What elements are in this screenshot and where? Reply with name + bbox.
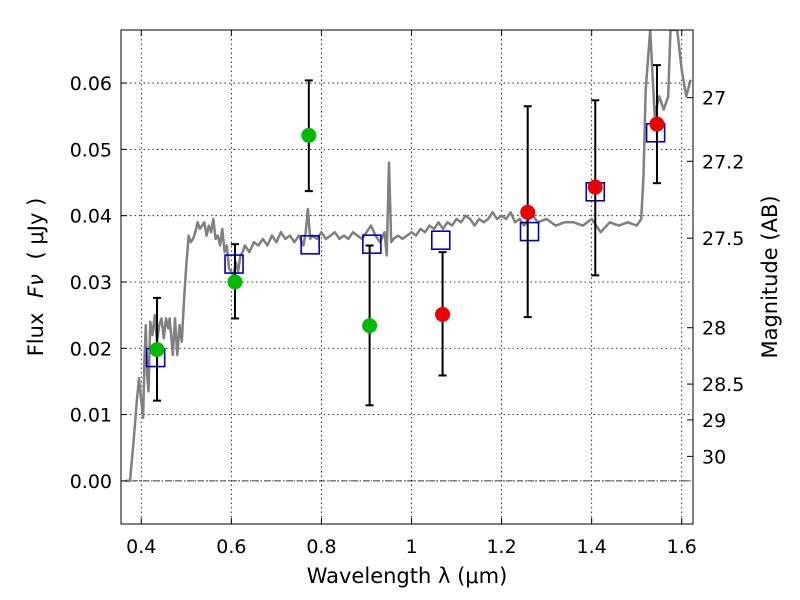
observed-point	[520, 204, 536, 220]
y-axis-label-text: Flux	[24, 313, 48, 357]
y-axis-label-unit: ( μJy )	[24, 198, 48, 260]
plot-frame	[120, 29, 694, 525]
x-tick-label: 1.2	[486, 536, 516, 558]
y-tick-label: 0.01	[70, 405, 112, 427]
y-axis-ticks: 0.00 0.01 0.02 0.03 0.04 0.05 0.06	[70, 73, 127, 493]
y2-axis-label: Magnitude (AB)	[758, 195, 782, 358]
model-photometry-square	[362, 234, 382, 254]
x-tick-label: 0.8	[306, 536, 336, 558]
observed-point	[149, 342, 165, 358]
model-photometry-square	[519, 221, 540, 242]
y-axis-label-symbol: Fν	[24, 274, 48, 298]
observed-point	[587, 179, 603, 195]
x-tick-label: 0.6	[216, 536, 246, 558]
observed-point	[435, 306, 451, 322]
x-axis-ticks: 0.4 0.6 0.8 1 1.2 1.4 1.6	[126, 30, 697, 558]
model-photometry-square	[300, 235, 320, 255]
y2-tick-label: 29	[702, 410, 726, 432]
y2-tick-label: 27	[702, 88, 726, 110]
y-tick-label: 0.06	[70, 73, 112, 95]
model-photometry-square	[430, 230, 451, 250]
x-tick-label: 1	[405, 536, 417, 558]
observed-point	[649, 116, 665, 132]
observed-points	[149, 116, 665, 358]
y2-tick-label: 27.2	[702, 151, 744, 173]
x-tick-label: 0.4	[126, 536, 156, 558]
x-axis-label: Wavelength λ (μm)	[307, 564, 508, 588]
y-tick-label: 0.00	[70, 471, 112, 493]
x-tick-label: 1.6	[667, 536, 697, 558]
model-spectrum	[125, 30, 692, 483]
y-tick-label: 0.03	[70, 272, 112, 294]
y-tick-label: 0.02	[70, 338, 112, 360]
y-tick-label: 0.04	[70, 206, 112, 228]
y-tick-label: 0.05	[70, 139, 112, 161]
grid	[121, 30, 693, 524]
x-tick-label: 1.4	[577, 536, 607, 558]
y2-tick-label: 27.5	[702, 228, 744, 250]
y2-tick-label: 28.5	[702, 374, 744, 396]
observed-point	[362, 318, 378, 334]
observed-point	[301, 127, 317, 143]
y-axis-label: Flux Fν ( μJy )	[24, 198, 48, 357]
y2-axis-ticks: 27 27.2 27.5 28 28.5 29 30	[687, 88, 744, 468]
model-spectrum-line	[125, 30, 692, 483]
y2-tick-label: 30	[702, 446, 726, 468]
y2-tick-label: 28	[702, 318, 726, 340]
observed-point	[227, 274, 243, 290]
